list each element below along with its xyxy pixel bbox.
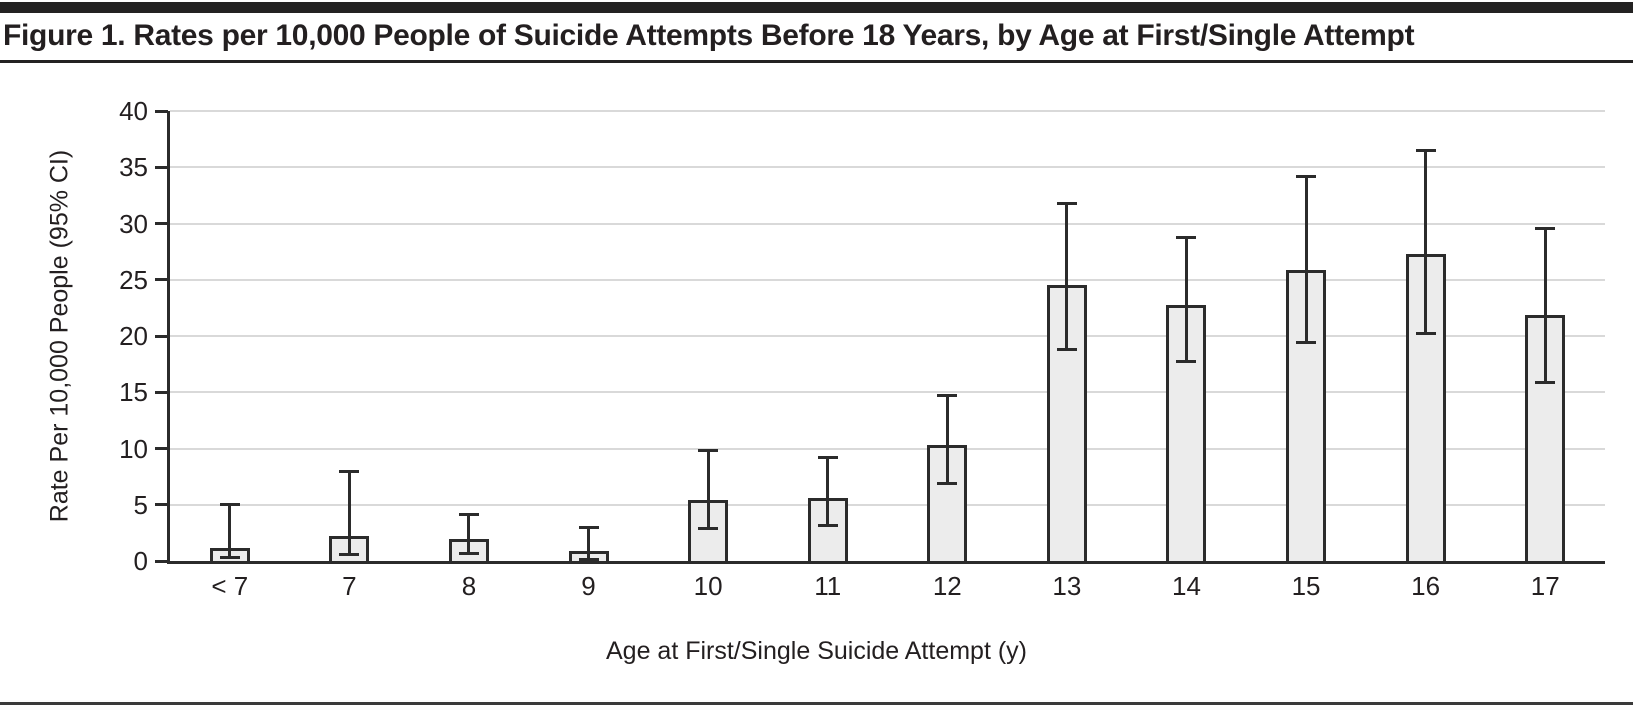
y-axis-line — [167, 111, 170, 564]
error-bar-line — [1543, 228, 1547, 383]
y-tick-mark — [155, 390, 168, 394]
error-bar-cap-bottom — [1535, 380, 1556, 384]
error-bar-cap-bottom — [339, 552, 360, 556]
x-tick-label: 17 — [1530, 571, 1560, 601]
error-bar-cap-top — [219, 503, 240, 507]
error-bar-cap-bottom — [937, 481, 958, 485]
y-tick-label: 35 — [119, 152, 148, 183]
bar — [1046, 285, 1087, 561]
error-bar-line — [1304, 176, 1308, 343]
y-tick-mark — [155, 222, 168, 225]
error-bar-cap-bottom — [219, 556, 240, 560]
error-bar-cap-bottom — [458, 551, 479, 555]
error-bar-line — [587, 527, 591, 560]
gridline — [170, 110, 1605, 112]
error-bar-cap-bottom — [698, 526, 719, 530]
y-tick-label: 30 — [119, 208, 148, 239]
gridline — [170, 278, 1605, 281]
error-bar-cap-bottom — [1176, 360, 1197, 364]
y-tick-label: 20 — [119, 321, 148, 351]
y-tick-mark — [155, 165, 168, 169]
error-bar-line — [347, 471, 351, 555]
gridline — [170, 166, 1605, 169]
error-bar-line — [945, 395, 949, 484]
y-tick-mark — [155, 447, 168, 450]
y-tick-mark — [155, 503, 168, 507]
x-tick-label: 8 — [461, 571, 477, 601]
y-tick-label: 25 — [119, 264, 148, 295]
error-bar-line — [467, 514, 471, 554]
x-tick-label: 11 — [814, 571, 842, 601]
x-tick-label: 12 — [932, 571, 962, 601]
gridline — [170, 391, 1605, 394]
error-bar-cap-bottom — [578, 558, 599, 562]
title-divider — [0, 60, 1633, 63]
error-bar-line — [826, 457, 830, 525]
x-tick-label: < 7 — [211, 571, 249, 601]
y-tick-mark — [155, 278, 168, 282]
gridline — [170, 222, 1605, 225]
y-tick-label: 40 — [119, 96, 148, 126]
figure-top-bar — [0, 2, 1633, 13]
y-tick-mark — [155, 334, 168, 338]
x-axis-label: Age at First/Single Suicide Attempt (y) — [605, 637, 1027, 665]
error-bar-cap-top — [817, 456, 838, 459]
error-bar-line — [1065, 203, 1069, 350]
error-bar-cap-top — [578, 525, 599, 529]
y-tick-label: 0 — [133, 546, 148, 576]
error-bar-cap-top — [1535, 226, 1556, 230]
gridline — [170, 447, 1605, 450]
error-bar-cap-bottom — [817, 523, 838, 527]
x-tick-label: 7 — [342, 571, 357, 601]
x-tick-label: 16 — [1411, 571, 1441, 601]
error-bar-line — [1424, 150, 1428, 334]
x-tick-label: 14 — [1171, 571, 1201, 601]
y-tick-mark — [155, 559, 168, 563]
error-bar-cap-top — [698, 449, 719, 453]
error-bar-line — [1184, 237, 1188, 362]
y-tick-label: 15 — [119, 377, 148, 408]
x-tick-label: 10 — [693, 571, 723, 601]
error-bar-cap-top — [458, 513, 479, 517]
gridline — [170, 503, 1605, 506]
y-tick-label: 10 — [119, 433, 148, 464]
error-bar-cap-bottom — [1056, 348, 1077, 351]
y-axis-label: Rate Per 10,000 People (95% CI) — [45, 149, 74, 523]
x-tick-label: 15 — [1291, 571, 1321, 601]
error-bar-line — [228, 504, 232, 558]
bar — [1286, 269, 1327, 561]
figure-bottom-divider — [0, 702, 1633, 705]
error-bar-cap-top — [1056, 201, 1077, 205]
gridline — [170, 335, 1605, 337]
error-bar-cap-top — [1296, 174, 1317, 178]
error-bar-cap-top — [339, 469, 360, 473]
y-tick-mark — [155, 109, 168, 113]
plot-area: < 7 7 8 9 10 11 12 13 14 15 16 17 — [167, 110, 1605, 601]
error-bar-cap-top — [937, 394, 958, 398]
error-bar-line — [706, 450, 710, 529]
x-axis-line — [167, 561, 1605, 564]
error-bar-cap-top — [1415, 148, 1436, 152]
figure-title: Figure 1. Rates per 10,000 People of Sui… — [3, 19, 1415, 52]
error-bar-cap-top — [1176, 235, 1197, 239]
y-tick-label: 5 — [133, 489, 148, 520]
x-tick-label: 13 — [1052, 571, 1082, 601]
error-bar-cap-bottom — [1415, 332, 1436, 336]
error-bar-cap-bottom — [1296, 341, 1317, 345]
bar — [1166, 304, 1207, 561]
x-tick-label: 9 — [581, 571, 596, 601]
